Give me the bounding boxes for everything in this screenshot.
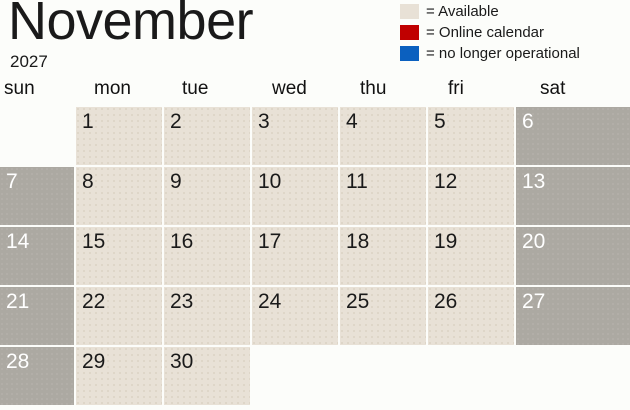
day-cell[interactable]: 10	[252, 167, 338, 225]
day-number: 4	[346, 110, 358, 133]
day-cell-empty	[0, 107, 74, 165]
day-cell[interactable]: 12	[428, 167, 514, 225]
day-number: 2	[170, 110, 182, 133]
week-row: 1 2 3 4 5 6	[0, 107, 630, 165]
day-number: 3	[258, 110, 270, 133]
day-cell[interactable]: 26	[428, 287, 514, 345]
weekday-header-mon: mon	[94, 78, 131, 99]
day-cell[interactable]: 23	[164, 287, 250, 345]
day-number: 30	[170, 350, 194, 373]
day-cell[interactable]: 9	[164, 167, 250, 225]
day-cell[interactable]: 28	[0, 347, 74, 405]
day-cell[interactable]: 14	[0, 227, 74, 285]
legend-item-online-calendar: = Online calendar	[400, 22, 630, 43]
day-cell[interactable]: 4	[340, 107, 426, 165]
day-cell[interactable]: 15	[76, 227, 162, 285]
page-title: November	[8, 0, 254, 51]
day-cell[interactable]: 2	[164, 107, 250, 165]
day-number: 27	[522, 290, 546, 313]
day-number: 24	[258, 290, 282, 313]
weekday-header-row: sun mon tue wed thu fri sat	[0, 79, 630, 105]
day-cell[interactable]: 11	[340, 167, 426, 225]
week-row: 21 22 23 24 25 26 27	[0, 287, 630, 345]
day-number: 20	[522, 230, 546, 253]
day-cell[interactable]: 29	[76, 347, 162, 405]
day-number: 9	[170, 170, 182, 193]
day-number: 13	[522, 170, 546, 193]
day-cell-empty	[340, 347, 426, 405]
day-cell[interactable]: 21	[0, 287, 74, 345]
legend-swatch-online-calendar	[400, 25, 419, 40]
day-number: 15	[82, 230, 106, 253]
day-number: 18	[346, 230, 370, 253]
weekday-header-sat: sat	[540, 78, 566, 99]
day-number: 16	[170, 230, 194, 253]
day-cell[interactable]: 24	[252, 287, 338, 345]
day-cell[interactable]: 3	[252, 107, 338, 165]
day-cell[interactable]: 20	[516, 227, 630, 285]
weekday-header-wed: wed	[272, 78, 307, 99]
day-cell[interactable]: 7	[0, 167, 74, 225]
day-number: 8	[82, 170, 94, 193]
day-cell[interactable]: 8	[76, 167, 162, 225]
day-number: 7	[6, 170, 18, 193]
day-number: 6	[522, 110, 534, 133]
day-cell-empty	[428, 347, 514, 405]
day-number: 10	[258, 170, 282, 193]
legend-swatch-no-longer-operational	[400, 46, 419, 61]
day-number: 21	[6, 290, 30, 313]
year-label: 2027	[10, 52, 48, 71]
day-number: 29	[82, 350, 106, 373]
legend-swatch-available	[400, 4, 419, 19]
day-number: 14	[6, 230, 30, 253]
legend-label-available: = Available	[426, 3, 499, 20]
calendar-grid: 1 2 3 4 5 6 7 8 9 10 11 12 13 14 15 16 17 18 19 20 21 22 23 24 2…	[0, 107, 630, 407]
week-row: 7 8 9 10 11 12 13	[0, 167, 630, 225]
day-cell[interactable]: 6	[516, 107, 630, 165]
day-cell[interactable]: 13	[516, 167, 630, 225]
legend: = Available = Online calendar = no longer …	[400, 1, 630, 64]
day-cell-empty	[252, 347, 338, 405]
day-number: 1	[82, 110, 94, 133]
day-cell[interactable]: 18	[340, 227, 426, 285]
day-number: 12	[434, 170, 458, 193]
day-number: 25	[346, 290, 370, 313]
day-cell[interactable]: 27	[516, 287, 630, 345]
day-number: 11	[346, 170, 368, 193]
legend-label-no-longer-operational: = no longer operational	[426, 45, 580, 62]
day-number: 22	[82, 290, 106, 313]
week-row: 28 29 30	[0, 347, 630, 405]
legend-item-no-longer-operational: = no longer operational	[400, 43, 630, 64]
day-cell[interactable]: 30	[164, 347, 250, 405]
calendar-header: November 2027 = Available = Online calend…	[0, 0, 630, 76]
day-cell[interactable]: 1	[76, 107, 162, 165]
day-number: 17	[258, 230, 282, 253]
day-cell-empty	[516, 347, 630, 405]
legend-label-online-calendar: = Online calendar	[426, 24, 544, 41]
weekday-header-tue: tue	[182, 78, 209, 99]
legend-item-available: = Available	[400, 1, 630, 22]
weekday-header-fri: fri	[448, 78, 464, 99]
day-number: 28	[6, 350, 30, 373]
day-cell[interactable]: 17	[252, 227, 338, 285]
day-cell[interactable]: 5	[428, 107, 514, 165]
weekday-header-sun: sun	[4, 78, 35, 99]
day-cell[interactable]: 16	[164, 227, 250, 285]
day-cell[interactable]: 25	[340, 287, 426, 345]
day-cell[interactable]: 19	[428, 227, 514, 285]
week-row: 14 15 16 17 18 19 20	[0, 227, 630, 285]
day-number: 26	[434, 290, 458, 313]
weekday-header-thu: thu	[360, 78, 387, 99]
day-number: 5	[434, 110, 446, 133]
day-number: 19	[434, 230, 458, 253]
day-cell[interactable]: 22	[76, 287, 162, 345]
day-number: 23	[170, 290, 194, 313]
